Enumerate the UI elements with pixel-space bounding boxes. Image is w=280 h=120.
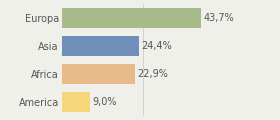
Text: 43,7%: 43,7% xyxy=(203,13,234,23)
Bar xyxy=(62,36,139,56)
Bar xyxy=(62,64,135,84)
Text: 24,4%: 24,4% xyxy=(142,41,172,51)
Text: 9,0%: 9,0% xyxy=(92,97,117,107)
Bar xyxy=(62,8,201,28)
Bar xyxy=(62,92,90,112)
Text: 22,9%: 22,9% xyxy=(137,69,168,79)
